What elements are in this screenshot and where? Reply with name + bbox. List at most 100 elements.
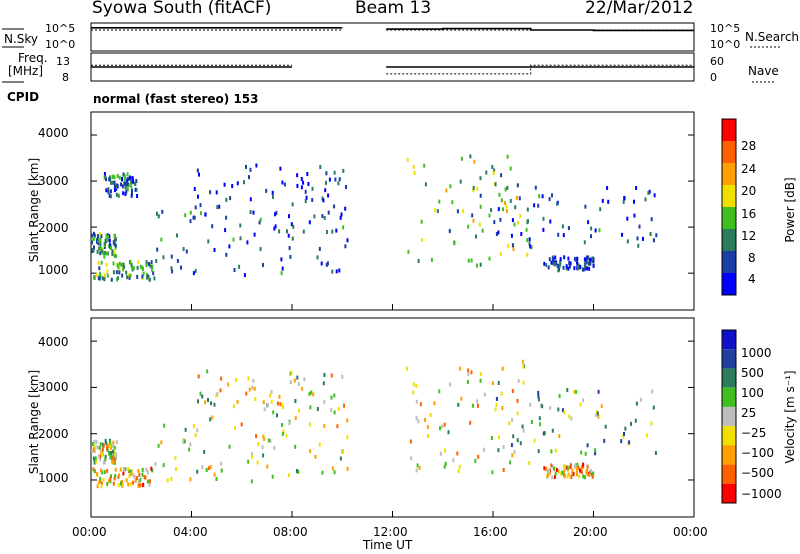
power-point — [567, 266, 570, 271]
power-cbar-tick-16: 16 — [741, 207, 757, 221]
velocity-point — [586, 468, 589, 473]
power-point — [333, 204, 336, 209]
power-cbar-tick-8: 8 — [748, 251, 756, 265]
velocity-point — [495, 397, 498, 401]
power-point — [125, 270, 128, 275]
power-point — [131, 188, 133, 193]
power-point — [559, 257, 562, 262]
velocity-point — [568, 414, 571, 419]
power-point — [98, 276, 101, 281]
power-point — [587, 220, 590, 225]
power-point — [327, 210, 330, 215]
velocity-point — [331, 466, 334, 471]
velocity-point — [160, 440, 163, 445]
power-point — [116, 184, 119, 189]
velocity-point — [112, 460, 115, 464]
power-point — [126, 172, 129, 177]
power-point — [346, 238, 349, 243]
power-point — [103, 172, 106, 176]
velocity-point — [154, 461, 157, 466]
velocity-point — [541, 404, 544, 409]
velocity-point — [316, 407, 319, 411]
velocity-point — [157, 443, 160, 448]
power-point — [125, 181, 128, 186]
velocity-point — [546, 474, 549, 479]
power-point — [124, 192, 127, 196]
velocity-point — [582, 398, 585, 403]
velocity-point — [220, 376, 223, 381]
power-point — [460, 156, 463, 161]
velocity-point — [634, 418, 637, 423]
power-point — [126, 179, 129, 184]
power-point — [449, 184, 452, 189]
velocity-point — [117, 483, 120, 488]
velocity-point — [213, 402, 216, 407]
velocity-point — [528, 461, 531, 466]
power-point — [291, 202, 294, 207]
power-point — [583, 257, 586, 262]
power-point — [557, 268, 560, 273]
power-point — [292, 224, 295, 229]
velocity-point — [557, 407, 560, 412]
velocity-point — [572, 471, 575, 476]
power-point — [552, 261, 555, 266]
velocity-point — [105, 441, 108, 446]
velocity-point — [412, 390, 415, 395]
power-point — [517, 220, 520, 225]
power-point — [302, 180, 305, 185]
power-point — [155, 259, 158, 263]
power-point — [97, 234, 99, 239]
velocity-point — [604, 424, 607, 429]
power-point — [548, 257, 551, 262]
velocity-point — [94, 444, 96, 449]
power-point — [131, 179, 134, 184]
power-point — [542, 216, 545, 221]
power-point — [335, 228, 338, 233]
velocity-point — [205, 468, 208, 472]
velocity-point — [571, 468, 574, 473]
power-point — [92, 236, 95, 241]
power-point — [105, 251, 108, 256]
velocity-point — [133, 475, 136, 480]
power-point — [567, 256, 570, 261]
power-point — [122, 172, 125, 177]
power-point — [228, 244, 231, 249]
power-point — [122, 262, 125, 267]
velocity-point — [253, 386, 256, 391]
power-point — [325, 180, 327, 185]
power-point — [509, 166, 512, 171]
velocity-point — [128, 474, 131, 479]
power-point — [467, 224, 470, 229]
power-point — [100, 247, 103, 251]
power-colorbar-band-6 — [722, 141, 736, 163]
velocity-point — [189, 442, 192, 447]
power-point — [655, 233, 658, 238]
nave-line-1 — [386, 64, 694, 75]
velocity-point — [220, 461, 223, 466]
power-point — [106, 234, 109, 239]
velocity-point — [262, 400, 265, 405]
power-point — [322, 198, 325, 203]
power-point — [91, 233, 93, 238]
power-point — [106, 273, 109, 278]
velocity-point — [622, 434, 625, 439]
velocity-point — [114, 473, 117, 478]
velocity-point — [270, 399, 273, 404]
velocity-point — [276, 413, 278, 418]
power-point — [134, 181, 137, 186]
velocity-point — [240, 422, 243, 427]
power-point — [136, 274, 139, 279]
power-point — [249, 197, 252, 202]
velocity-point — [521, 359, 524, 364]
power-point — [288, 246, 291, 250]
velocity-point — [184, 427, 187, 432]
power-point — [113, 175, 116, 180]
velocity-point — [189, 477, 192, 482]
velocity-point — [175, 467, 177, 472]
power-point — [131, 192, 133, 197]
power-point — [182, 247, 185, 251]
velocity-point — [479, 372, 482, 377]
power-point — [476, 186, 479, 191]
velocity-point — [149, 479, 151, 484]
velocity-point — [141, 472, 144, 477]
